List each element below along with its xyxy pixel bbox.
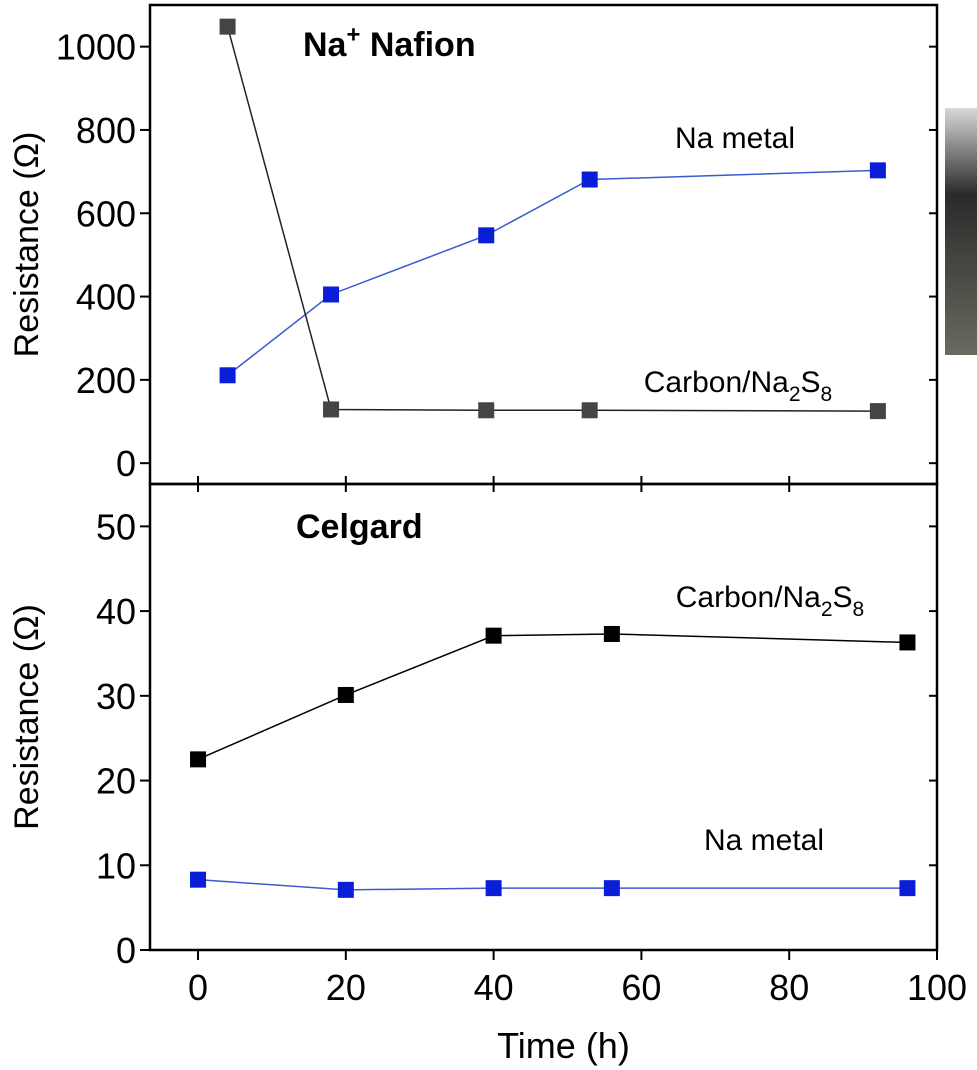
x-axis-label: Time (h) [497,1025,630,1066]
data-point [337,881,354,898]
x-tick-label: 80 [769,967,809,1008]
text-part: + [346,21,360,48]
plot-frame [148,482,939,952]
y-tick-label: 0 [116,443,136,484]
data-point [478,227,495,244]
text-part: Celgard [296,508,423,546]
data-point [869,403,886,420]
data-point [190,751,207,768]
data-point [869,162,886,179]
data-point [478,402,495,419]
y-tick-label: 800 [76,110,136,151]
x-tick-label: 20 [326,967,366,1008]
data-point [323,286,340,303]
y-tick-label: 50 [96,506,136,547]
y-tick-label: 600 [76,193,136,234]
series-line [197,633,908,761]
y-tick-label: 1000 [56,27,136,68]
photo [945,108,977,355]
text-part: Na metal [675,122,795,155]
y-tick-label: 10 [96,845,136,886]
series-line [226,26,878,412]
y-tick-label: 40 [96,591,136,632]
y-tick-label: 0 [116,930,136,971]
x-tick-label: 60 [621,967,661,1008]
y-tick-label: 20 [96,761,136,802]
text-part: 8 [821,383,833,406]
text-part: Na [303,26,348,64]
text-part: Na metal [704,824,824,857]
data-point [603,880,620,897]
series-line [197,878,908,891]
text-part: 2 [821,598,833,621]
data-point [581,171,598,188]
y-tick-label: 200 [76,360,136,401]
text-part: S [801,366,821,399]
series-line [227,169,878,376]
data-point [219,18,236,35]
data-point [581,402,598,419]
series-label: Na metal [704,824,824,857]
text-part: 8 [853,598,865,621]
panel-title: Na+ Nafion [303,21,476,64]
y-axis-label: Resistance (Ω) [8,604,46,830]
data-point [603,625,620,642]
y-tick-label: 30 [96,676,136,717]
text-part: Nafion [360,26,475,64]
data-point [899,634,916,651]
y-tick-label: 400 [76,277,136,318]
x-tick-label: 100 [907,967,967,1008]
x-tick-label: 0 [188,967,208,1008]
data-point [323,401,340,418]
text-part: S [833,581,853,614]
series-label: Carbon/Na2S8 [644,366,832,406]
data-point [485,880,502,897]
data-point [337,686,354,703]
text-part: 2 [789,383,801,406]
plot-frame [148,3,939,486]
data-point [899,880,916,897]
data-point [485,627,502,644]
text-part: Carbon/Na [644,366,789,399]
panel-title: Celgard [296,508,423,546]
data-point [219,367,236,384]
y-axis-label: Resistance (Ω) [8,132,46,358]
x-tick-label: 40 [474,967,514,1008]
series-label: Carbon/Na2S8 [676,581,864,621]
text-part: Carbon/Na [676,581,821,614]
series-label: Na metal [675,122,795,155]
data-point [190,871,207,888]
